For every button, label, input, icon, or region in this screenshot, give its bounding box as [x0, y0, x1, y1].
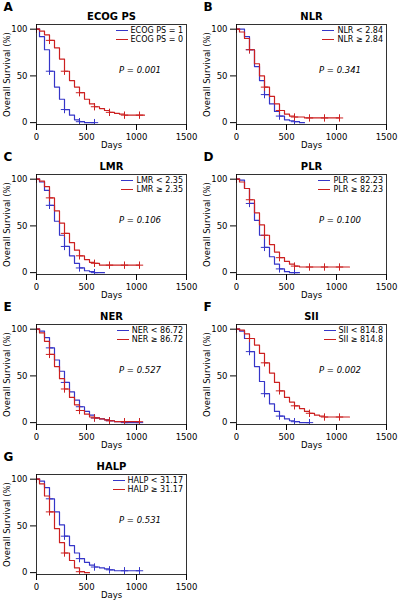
- svg-text:50: 50: [17, 221, 28, 231]
- svg-text:100: 100: [211, 24, 227, 34]
- html-text:HALP ≥ 31.17: HALP ≥ 31.17: [127, 485, 183, 494]
- svg-text:P = 0.531: P = 0.531: [119, 515, 161, 525]
- svg-text:50: 50: [17, 371, 28, 381]
- svg-text:Days: Days: [101, 590, 123, 600]
- svg-text:1500: 1500: [176, 282, 198, 292]
- svg-text:100: 100: [211, 324, 227, 334]
- svg-text:Overall Survival (%): Overall Survival (%): [2, 182, 12, 267]
- svg-text:1500: 1500: [176, 132, 198, 142]
- svg-text:1500: 1500: [376, 282, 398, 292]
- svg-text:500: 500: [78, 132, 94, 142]
- svg-text:0: 0: [34, 432, 39, 442]
- svg-text:50: 50: [217, 71, 228, 81]
- svg-text:1500: 1500: [376, 432, 398, 442]
- svg-text:Overall Survival (%): Overall Survival (%): [202, 182, 212, 267]
- svg-text:50: 50: [217, 221, 228, 231]
- svg-text:0: 0: [22, 567, 27, 577]
- svg-text:0: 0: [234, 132, 239, 142]
- svg-text:P = 0.527: P = 0.527: [119, 365, 162, 375]
- svg-text:P = 0.106: P = 0.106: [119, 215, 162, 225]
- html-text:NER < 86.72: NER < 86.72: [131, 326, 183, 335]
- svg-text:50: 50: [17, 521, 28, 531]
- svg-text:NLR: NLR: [300, 11, 323, 22]
- svg-text:50: 50: [217, 371, 228, 381]
- svg-text:D: D: [204, 150, 214, 164]
- svg-text:Days: Days: [101, 140, 123, 150]
- html-text:PLR ≥ 82.23: PLR ≥ 82.23: [333, 185, 383, 194]
- html-text:ECOG PS = 0: ECOG PS = 0: [130, 35, 183, 44]
- svg-text:NER: NER: [100, 311, 123, 322]
- svg-text:0: 0: [222, 267, 227, 277]
- html-text:LMR ≥ 2.35: LMR ≥ 2.35: [136, 185, 183, 194]
- svg-text:P = 0.002: P = 0.002: [319, 365, 361, 375]
- svg-text:ECOG PS: ECOG PS: [87, 11, 136, 22]
- svg-text:0: 0: [234, 432, 239, 442]
- svg-text:1000: 1000: [326, 432, 348, 442]
- svg-text:Overall Survival (%): Overall Survival (%): [2, 332, 12, 417]
- html-text:NLR < 2.84: NLR < 2.84: [337, 26, 383, 35]
- svg-text:0: 0: [22, 417, 27, 427]
- svg-text:LMR: LMR: [99, 161, 123, 172]
- svg-text:C: C: [4, 150, 13, 164]
- svg-text:0: 0: [222, 117, 227, 127]
- svg-text:Days: Days: [301, 440, 323, 450]
- svg-text:0: 0: [34, 132, 39, 142]
- svg-text:50: 50: [17, 71, 28, 81]
- svg-text:0: 0: [22, 267, 27, 277]
- svg-text:100: 100: [11, 474, 27, 484]
- svg-text:0: 0: [22, 117, 27, 127]
- svg-text:500: 500: [78, 582, 94, 592]
- svg-text:P = 0.100: P = 0.100: [319, 215, 361, 225]
- svg-text:0: 0: [34, 582, 39, 592]
- svg-text:Days: Days: [301, 140, 323, 150]
- svg-text:500: 500: [78, 432, 94, 442]
- svg-text:Days: Days: [301, 290, 323, 300]
- html-text:SII < 814.8: SII < 814.8: [338, 326, 383, 335]
- svg-text:F: F: [204, 300, 212, 314]
- svg-text:P = 0.001: P = 0.001: [119, 65, 161, 75]
- svg-text:PLR: PLR: [301, 161, 323, 172]
- svg-text:G: G: [4, 450, 14, 464]
- svg-text:0: 0: [222, 417, 227, 427]
- svg-text:P = 0.341: P = 0.341: [319, 65, 361, 75]
- svg-text:100: 100: [11, 24, 27, 34]
- svg-text:500: 500: [78, 282, 94, 292]
- html-text:LMR < 2.35: LMR < 2.35: [136, 176, 183, 185]
- svg-text:Days: Days: [101, 290, 123, 300]
- svg-text:100: 100: [211, 174, 227, 184]
- svg-text:Overall Survival (%): Overall Survival (%): [2, 32, 12, 117]
- svg-text:Days: Days: [101, 440, 123, 450]
- html-text:SII ≥ 814.8: SII ≥ 814.8: [338, 335, 383, 344]
- svg-text:500: 500: [278, 282, 294, 292]
- svg-text:B: B: [204, 0, 213, 14]
- svg-text:1000: 1000: [126, 132, 148, 142]
- html-text:NLR ≥ 2.84: NLR ≥ 2.84: [337, 35, 383, 44]
- svg-text:0: 0: [34, 282, 39, 292]
- svg-text:SII: SII: [304, 311, 319, 322]
- html-text:PLR < 82.23: PLR < 82.23: [333, 176, 383, 185]
- svg-text:1500: 1500: [376, 132, 398, 142]
- html-text:NER ≥ 86.72: NER ≥ 86.72: [131, 335, 183, 344]
- svg-text:1000: 1000: [126, 282, 148, 292]
- svg-text:100: 100: [11, 174, 27, 184]
- svg-text:500: 500: [278, 132, 294, 142]
- svg-text:1500: 1500: [176, 582, 198, 592]
- svg-text:0: 0: [234, 282, 239, 292]
- svg-text:500: 500: [278, 432, 294, 442]
- svg-text:Overall Survival (%): Overall Survival (%): [2, 482, 12, 567]
- html-text:HALP < 31.17: HALP < 31.17: [127, 476, 183, 485]
- svg-text:1000: 1000: [326, 282, 348, 292]
- svg-text:HALP: HALP: [97, 461, 127, 472]
- svg-text:1000: 1000: [326, 132, 348, 142]
- svg-text:1500: 1500: [176, 432, 198, 442]
- svg-text:Overall Survival (%): Overall Survival (%): [202, 332, 212, 417]
- svg-text:Overall Survival (%): Overall Survival (%): [202, 32, 212, 117]
- html-text:ECOG PS = 1: ECOG PS = 1: [130, 26, 183, 35]
- svg-text:1000: 1000: [126, 582, 148, 592]
- svg-text:A: A: [4, 0, 14, 14]
- svg-text:1000: 1000: [126, 432, 148, 442]
- svg-text:E: E: [4, 300, 12, 314]
- svg-text:100: 100: [11, 324, 27, 334]
